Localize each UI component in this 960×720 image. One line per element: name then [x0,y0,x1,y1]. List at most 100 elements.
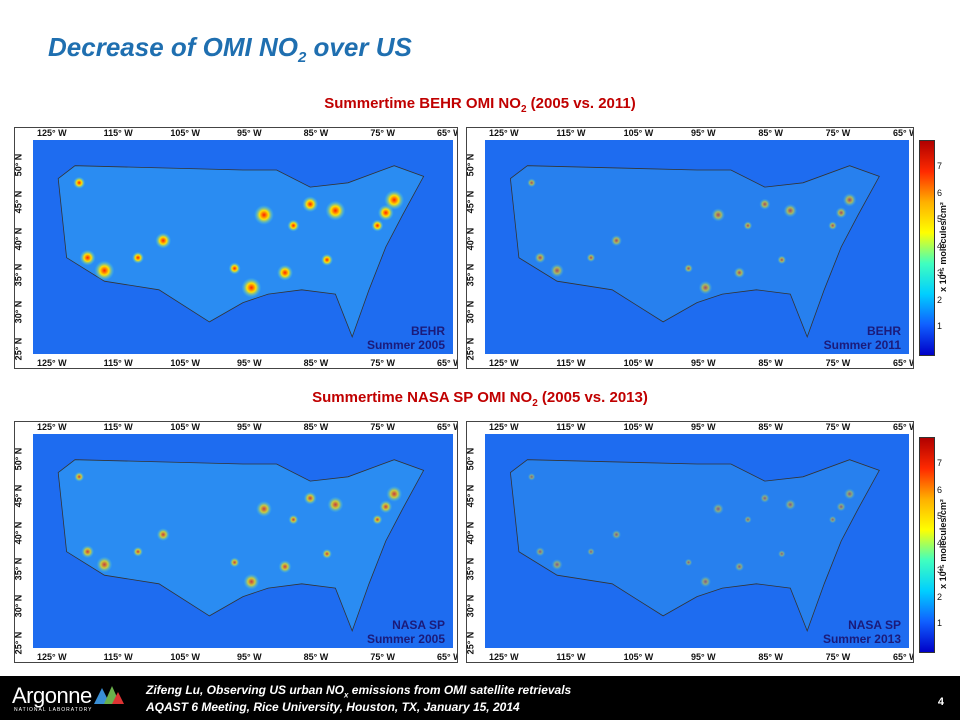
latitude-tick-label: 35° N [14,264,24,287]
emission-hotspot [684,558,693,567]
emission-hotspot [734,561,745,572]
longitude-tick-label: 105° W [170,358,200,368]
longitude-tick-label: 115° W [556,652,586,662]
colorbar-tick-label: 3 [937,564,943,575]
latitude-tick-label: 45° N [466,190,476,214]
longitude-tick-label: 115° W [103,652,133,662]
emission-hotspot [550,263,564,278]
latitude-tick-label: 35° N [14,558,24,581]
map-dataset-period: Summer 2005 [366,338,445,352]
longitude-tick-label: 85° W [303,358,329,368]
longitude-tick-label: 65° W [893,422,913,432]
longitude-tick-label: 95° W [237,652,262,662]
emission-hotspot [256,500,272,517]
emission-hotspot [759,198,771,210]
argonne-logo: Argonne [12,683,92,708]
footer-citation-line-2: AQAST 6 Meeting, Rice University, Housto… [146,700,520,714]
map-dataset-label: NASA SP Summer 2013 [823,618,901,646]
emission-hotspot [777,255,787,265]
emission-hotspot [81,545,95,559]
no2-map-panel-4: 125° W 125° W 115° W 115° W 105° W 105° W 95° … [466,421,914,663]
emission-hotspot [325,200,346,221]
latitude-tick-label: 45° N [466,484,476,508]
latitude-tick-label: 35° N [466,558,476,581]
longitude-tick-label: 115° W [556,128,586,138]
longitude-tick-label: 65° W [893,652,913,662]
colorbar-unit-label: x 10¹⁵ molecules/cm² [938,499,948,589]
longitude-tick-label: 95° W [691,128,716,138]
emission-hotspot [778,550,786,558]
longitude-tick-label: 95° W [691,652,716,662]
longitude-tick-label: 75° W [825,652,851,662]
emission-hotspot [287,219,300,232]
longitude-tick-label: 75° W [370,128,395,138]
argonne-logo-subtitle: NATIONAL LABORATORY [14,707,93,713]
colorbar-unit-label: x 10¹⁵ molecules/cm² [938,202,948,292]
emission-hotspot [156,528,170,542]
map-dataset-name: NASA SP [392,618,445,632]
emission-hotspot [784,499,796,511]
longitude-tick-label: 105° W [170,422,200,432]
emission-hotspot [733,267,745,279]
latitude-tick-label: 25° N [14,631,24,655]
longitude-tick-label: 105° W [170,128,200,138]
latitude-tick-label: 40° N [14,227,24,250]
colorbar-tick-label: 1 [937,618,943,629]
colorbar-tick-label: 2 [937,591,943,602]
longitude-tick-label: 85° W [303,422,329,432]
emission-hotspot [610,234,623,247]
latitude-tick-label: 50° N [466,153,476,177]
latitude-tick-label: 50° N [14,153,24,177]
emission-hotspot [228,262,241,275]
longitude-tick-label: 115° W [556,422,586,432]
emission-hotspot [371,219,384,232]
longitude-tick-label: 125° W [489,422,519,432]
longitude-tick-label: 115° W [103,128,133,138]
emission-hotspot [74,471,85,482]
colorbar-tick-label: 7 [937,457,943,468]
emission-hotspot [155,232,172,249]
no2-map-image [485,434,909,648]
emission-hotspot [241,277,262,298]
emission-hotspot [379,500,393,514]
emission-hotspot [684,264,693,273]
no2-map-image [33,140,453,354]
emission-hotspot [322,548,332,559]
colorbar-tick-label: 3 [937,267,943,278]
longitude-tick-label: 85° W [303,128,329,138]
longitude-tick-label: 125° W [37,652,67,662]
emission-hotspot [699,576,712,588]
map-dataset-period: Summer 2011 [823,338,901,352]
footer-bar [0,676,960,720]
emission-hotspot [384,189,405,210]
emission-hotspot [712,503,724,515]
emission-hotspot [79,249,96,266]
map-dataset-period: Summer 2005 [366,632,445,646]
emission-hotspot [303,491,317,505]
longitude-tick-label: 75° W [370,652,395,662]
emission-hotspot [288,514,299,525]
no2-map-image [485,140,909,354]
map-dataset-period: Summer 2013 [822,632,901,646]
longitude-tick-label: 85° W [758,128,783,138]
emission-hotspot [534,252,546,264]
latitude-tick-label: 50° N [466,447,476,471]
longitude-tick-label: 65° W [437,652,457,662]
colorbar-tick-label: 6 [937,187,943,198]
emission-hotspot [254,204,274,225]
latitude-tick-label: 25° N [466,631,476,655]
emission-hotspot [132,251,144,264]
emission-hotspot [94,260,115,281]
emission-hotspot [277,264,293,281]
emission-hotspot [835,207,847,219]
emission-hotspot [372,514,383,525]
longitude-tick-label: 75° W [825,422,851,432]
emission-hotspot [783,203,798,218]
longitude-tick-label: 75° W [370,358,395,368]
emission-hotspot [321,253,333,266]
longitude-tick-label: 125° W [489,128,519,138]
longitude-tick-label: 75° W [825,128,851,138]
longitude-tick-label: 105° W [623,652,654,662]
longitude-tick-label: 85° W [758,652,783,662]
colorbar-tick-label: 7 [937,160,943,171]
